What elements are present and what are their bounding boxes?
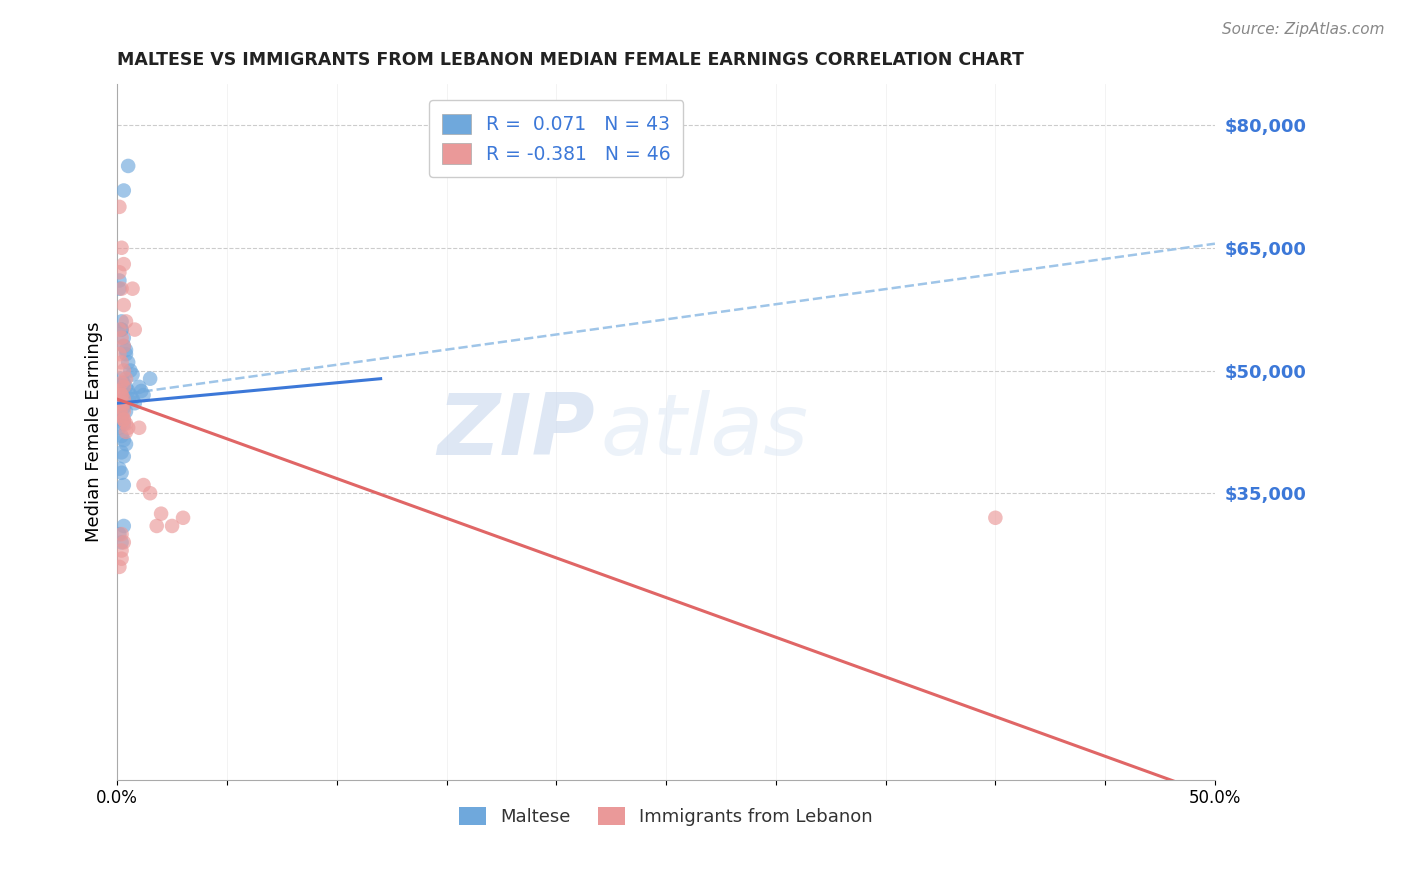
Point: [124, 322, 146, 336]
Point: [108, 282, 131, 296]
Point: [110, 429, 132, 443]
Point: [110, 241, 132, 255]
Text: MALTESE VS IMMIGRANTS FROM LEBANON MEDIAN FEMALE EARNINGS CORRELATION CHART: MALTESE VS IMMIGRANTS FROM LEBANON MEDIA…: [117, 51, 1024, 69]
Point: [124, 396, 146, 410]
Point: [108, 322, 131, 336]
Point: [108, 461, 131, 475]
Point: [110, 376, 132, 390]
Point: [112, 396, 135, 410]
Point: [110, 445, 132, 459]
Point: [110, 372, 132, 386]
Point: [121, 368, 143, 382]
Point: [112, 257, 135, 271]
Point: [128, 380, 150, 394]
Point: [120, 388, 142, 402]
Y-axis label: Median Female Earnings: Median Female Earnings: [86, 322, 103, 542]
Point: [117, 355, 139, 369]
Point: [172, 510, 194, 524]
Point: [115, 404, 138, 418]
Point: [110, 388, 132, 402]
Point: [120, 363, 142, 377]
Point: [108, 396, 131, 410]
Point: [110, 396, 132, 410]
Point: [110, 322, 132, 336]
Point: [108, 200, 131, 214]
Point: [110, 331, 132, 345]
Point: [112, 412, 135, 426]
Point: [115, 380, 138, 394]
Point: [108, 273, 131, 287]
Point: [110, 282, 132, 296]
Point: [984, 510, 1007, 524]
Text: ZIP: ZIP: [437, 391, 595, 474]
Legend: Maltese, Immigrants from Lebanon: Maltese, Immigrants from Lebanon: [451, 799, 880, 833]
Point: [112, 339, 135, 353]
Point: [108, 409, 131, 423]
Point: [112, 298, 135, 312]
Point: [112, 433, 135, 447]
Text: atlas: atlas: [600, 391, 808, 474]
Point: [110, 396, 132, 410]
Point: [112, 331, 135, 345]
Point: [112, 401, 135, 415]
Point: [121, 282, 143, 296]
Point: [110, 466, 132, 480]
Point: [112, 450, 135, 464]
Point: [128, 421, 150, 435]
Point: [110, 314, 132, 328]
Point: [110, 527, 132, 541]
Point: [108, 384, 131, 398]
Point: [112, 478, 135, 492]
Point: [112, 363, 135, 377]
Point: [110, 412, 132, 426]
Point: [115, 347, 138, 361]
Point: [112, 404, 135, 418]
Point: [115, 417, 138, 431]
Point: [110, 388, 132, 402]
Point: [117, 159, 139, 173]
Point: [110, 543, 132, 558]
Point: [110, 535, 132, 549]
Point: [112, 392, 135, 406]
Point: [115, 425, 138, 439]
Point: [112, 376, 135, 390]
Point: [132, 478, 155, 492]
Point: [117, 384, 139, 398]
Point: [150, 507, 173, 521]
Point: [160, 519, 183, 533]
Point: [115, 437, 138, 451]
Point: [112, 535, 135, 549]
Point: [110, 401, 132, 415]
Point: [112, 412, 135, 426]
Point: [108, 560, 131, 574]
Point: [110, 322, 132, 336]
Point: [115, 314, 138, 328]
Point: [108, 265, 131, 279]
Point: [121, 392, 143, 406]
Point: [112, 380, 135, 394]
Point: [108, 421, 131, 435]
Text: Source: ZipAtlas.com: Source: ZipAtlas.com: [1222, 22, 1385, 37]
Point: [108, 347, 131, 361]
Point: [110, 551, 132, 566]
Point: [110, 355, 132, 369]
Point: [131, 384, 153, 398]
Point: [117, 421, 139, 435]
Point: [139, 486, 162, 500]
Point: [112, 519, 135, 533]
Point: [110, 409, 132, 423]
Point: [132, 388, 155, 402]
Point: [145, 519, 167, 533]
Point: [115, 372, 138, 386]
Point: [115, 343, 138, 357]
Point: [112, 184, 135, 198]
Point: [112, 339, 135, 353]
Point: [108, 527, 131, 541]
Point: [139, 372, 162, 386]
Point: [112, 417, 135, 431]
